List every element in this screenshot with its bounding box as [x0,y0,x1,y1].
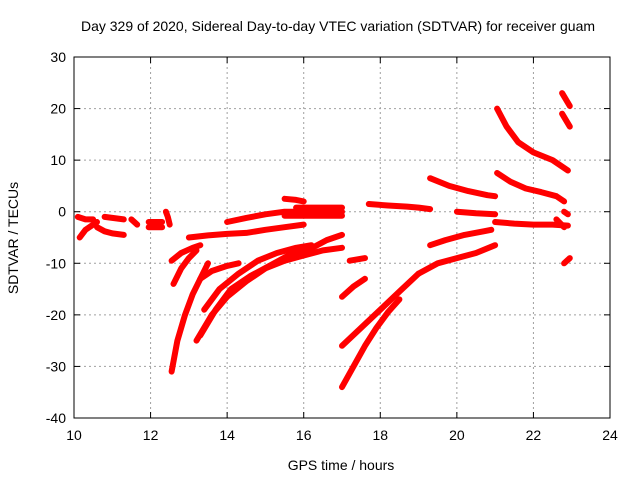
x-tick-label: 14 [219,427,235,443]
y-tick-label: 30 [50,49,66,65]
sdtvar-track-12 [185,221,307,241]
x-tick-label: 22 [526,427,542,443]
y-tick-label: -40 [46,410,66,426]
y-tick-labels: -40 -30 -20 -10 0 10 20 30 [46,49,66,426]
x-axis-label: GPS time / hours [288,457,395,473]
x-tick-label: 10 [66,427,82,443]
sdtvar-track-35 [559,110,573,130]
sdtvar-track-28 [427,175,499,200]
sdtvar-track-1 [76,219,100,241]
sdtvar-track-22 [339,296,403,391]
sdtvar-track-4 [101,213,127,223]
sdtvar-track-3 [94,224,127,238]
y-tick-label: 10 [50,152,66,168]
sdtvar-track-17 [224,208,345,225]
x-tick-label: 18 [372,427,388,443]
sdtvar-track-15 [201,242,315,313]
data-tracks [74,90,573,391]
sdtvar-track-32 [494,170,568,205]
x-tick-label: 24 [602,427,618,443]
x-tick-labels: 10 12 14 16 18 20 22 24 [66,427,618,443]
axis-ticks [73,56,611,419]
y-tick-label: 0 [58,204,66,220]
sdtvar-track-36 [561,255,573,267]
y-tick-label: 20 [50,101,66,117]
sdtvar-track-20 [281,195,307,205]
sdtvar-track-16 [197,260,242,282]
y-axis-label: SDTVAR / TECUs [5,182,21,294]
sdtvar-track-26 [415,242,499,277]
sdtvar-track-25 [365,201,434,213]
sdtvar-track-31 [494,105,571,174]
x-tick-label: 20 [449,427,465,443]
y-tick-label: -30 [46,358,66,374]
sdtvar-track-29 [453,208,499,218]
plot-frame [73,56,611,419]
x-tick-label: 12 [143,427,159,443]
y-tick-label: -20 [46,307,66,323]
sdtvar-track-8 [162,208,173,228]
sdtvar-track-21 [339,270,422,349]
chart-title: Day 329 of 2020, Sidereal Day-to-day VTE… [81,18,595,34]
sdtvar-track-11 [168,242,204,264]
x-tick-label: 16 [296,427,312,443]
sdtvar-track-34 [559,90,573,109]
sdtvar-track-23 [339,275,368,300]
y-tick-label: -10 [46,255,66,271]
sdtvar-track-24 [346,255,368,264]
sdtvar-track-37 [561,208,571,218]
sdtvar-track-2 [74,213,97,223]
sdtvar-track-33 [553,216,568,231]
sdtvar-track-10 [170,247,200,287]
sdtvar-track-27 [427,226,495,249]
sdtvar-track-14 [197,231,345,339]
sdtvar-track-5 [128,216,141,228]
